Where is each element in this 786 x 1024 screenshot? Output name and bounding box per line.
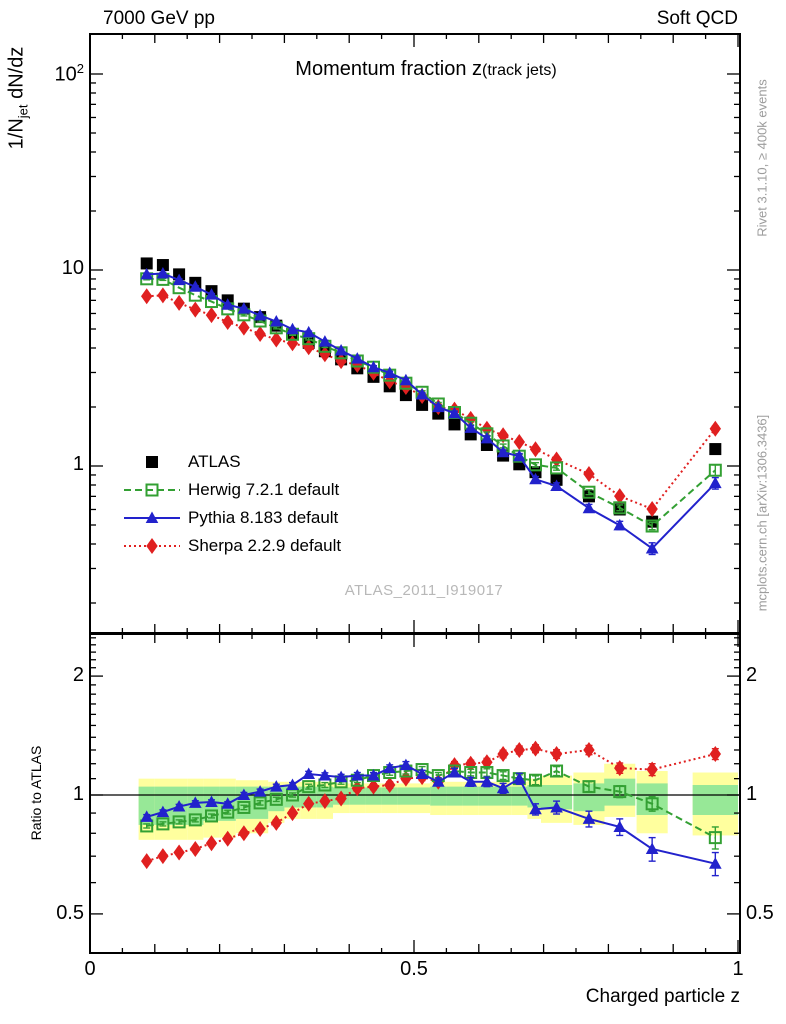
plot-title-main: Momentum fraction z: [295, 58, 483, 80]
rivet-version-note: Rivet 3.1.10, ≥ 400k events: [754, 79, 770, 237]
ratio-ytick-left-2: 2: [72, 664, 84, 687]
mcplots-arxiv-note: mcplots.cern.ch [arXiv:1306.3436]: [754, 414, 770, 612]
ratio-ytick-right-0.5: 0.5: [746, 901, 774, 924]
plot-title: Momentum fraction z(track jets): [295, 58, 556, 81]
band-green-bin: [365, 787, 382, 805]
ratio-ytick-left-1: 1: [72, 783, 84, 805]
ratio-ytick-right-1: 1: [746, 783, 758, 805]
watermark: ATLAS_2011_I919017: [344, 582, 504, 599]
band-green-bin: [397, 787, 414, 805]
legend-samples: [124, 456, 180, 554]
band-green-bin: [381, 787, 398, 805]
main-ytick-102: 102: [54, 61, 84, 86]
series-pythia-ratio: [140, 758, 722, 877]
band-green-bin: [414, 787, 431, 805]
band-green-bin: [430, 786, 447, 806]
xtick-0: 0: [84, 958, 96, 980]
legend-label-atlas: ATLAS: [188, 452, 241, 471]
ratio-ytick-right-2: 2: [746, 664, 758, 687]
main-ytick-1: 1: [72, 453, 84, 475]
legend-label-herwig: Herwig 7.2.1 default: [188, 480, 340, 499]
xtick-1: 1: [732, 958, 744, 980]
main-ytick-10: 10: [61, 257, 84, 279]
ratio-panel-frame: [89, 633, 741, 954]
legend-label-sherpa: Sherpa 2.2.9 default: [188, 536, 342, 555]
band-green-bin: [692, 785, 738, 815]
series-pythia-main: [140, 267, 722, 556]
axis-ticks: [89, 34, 740, 953]
band-green-bin: [462, 786, 479, 806]
legend-label-pythia: Pythia 8.183 default: [188, 508, 339, 527]
x-axis-label: Charged particle z: [585, 986, 740, 1007]
plot-title-paren: (track jets): [482, 62, 557, 79]
ratio-ytick-left-0.5: 0.5: [56, 901, 84, 924]
band-green-bin: [446, 786, 463, 806]
series-herwig-ratio: [140, 763, 722, 850]
band-green-bin: [511, 786, 528, 806]
process-label: Soft QCD: [656, 8, 738, 29]
xtick-0.5: 0.5: [400, 958, 428, 980]
beam-energy-label: 7000 GeV pp: [103, 8, 215, 29]
band-green-bin: [478, 786, 495, 806]
